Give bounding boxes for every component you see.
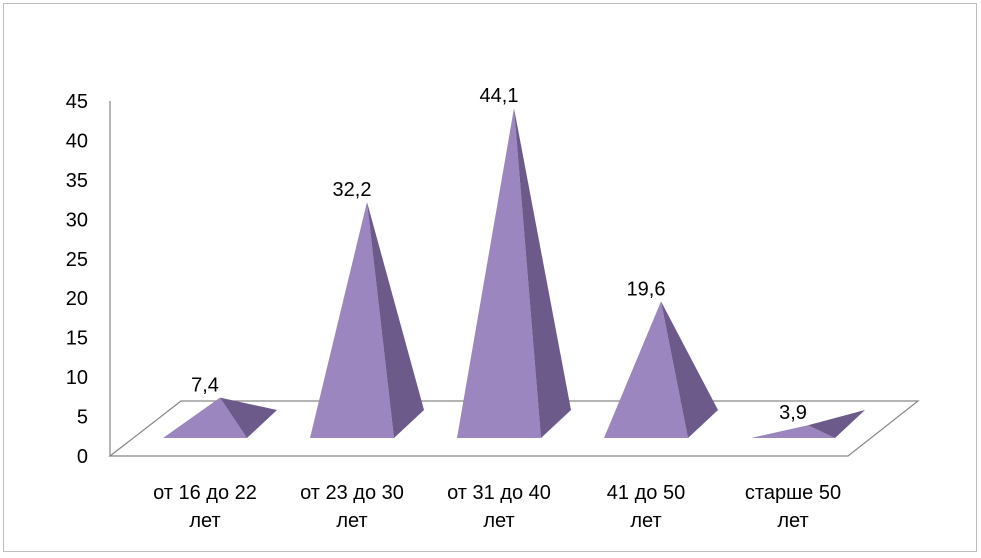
x-tick-label: лет bbox=[630, 510, 661, 532]
pyramid-front-face bbox=[604, 301, 688, 438]
x-tick-label: лет bbox=[777, 510, 808, 532]
x-tick-label: от 23 до 30 bbox=[300, 482, 404, 504]
data-label: 19,6 bbox=[627, 278, 666, 300]
x-tick-label: от 31 до 40 bbox=[447, 482, 551, 504]
pyramid-front-face bbox=[163, 397, 247, 438]
y-tick-label: 35 bbox=[66, 170, 88, 192]
y-tick-label: 40 bbox=[66, 130, 88, 152]
pyramid-mark bbox=[310, 201, 424, 438]
category-axis: от 16 до 22 лет от 23 до 30 лет от 31 до 40 л… bbox=[153, 482, 841, 532]
pyramid-chart: 0 5 10 15 20 25 30 35 40 45 7,4 32,2 44,1 19,6 3,9 от… bbox=[66, 85, 920, 532]
data-label: 44,1 bbox=[480, 85, 519, 107]
data-label: 3,9 bbox=[779, 402, 807, 424]
pyramid-side-face bbox=[514, 108, 571, 438]
pyramid-front-face bbox=[751, 425, 835, 438]
pyramid-mark bbox=[163, 397, 277, 438]
pyramid-side-face bbox=[367, 201, 424, 438]
pyramid-front-face bbox=[310, 201, 394, 438]
pyramid-front-face bbox=[457, 108, 541, 438]
y-tick-label: 30 bbox=[66, 209, 88, 231]
pyramid-mark bbox=[604, 301, 718, 438]
plot-series bbox=[163, 108, 865, 438]
pyramid-mark bbox=[751, 410, 865, 438]
y-tick-label: 5 bbox=[77, 407, 88, 429]
y-tick-label: 20 bbox=[66, 288, 88, 310]
pyramid-mark bbox=[457, 108, 571, 438]
y-tick-label: 10 bbox=[66, 367, 88, 389]
x-tick-label: лет bbox=[336, 510, 367, 532]
pyramid-side-face bbox=[661, 301, 718, 438]
pyramid-side-face bbox=[808, 410, 865, 438]
y-tick-label: 45 bbox=[66, 91, 88, 113]
x-tick-label: 41 до 50 bbox=[607, 482, 685, 504]
x-tick-label: лет bbox=[189, 510, 220, 532]
y-tick-label: 15 bbox=[66, 328, 88, 350]
x-tick-label: от 16 до 22 bbox=[153, 482, 257, 504]
data-label: 7,4 bbox=[191, 375, 219, 397]
chart-area: 0 5 10 15 20 25 30 35 40 45 7,4 32,2 44,1 19,6 3,9 от… bbox=[3, 3, 977, 552]
x-tick-label: лет bbox=[483, 510, 514, 532]
data-labels: 7,4 32,2 44,1 19,6 3,9 bbox=[191, 85, 807, 424]
pyramid-side-face bbox=[220, 397, 277, 438]
value-axis: 0 5 10 15 20 25 30 35 40 45 bbox=[66, 91, 111, 468]
x-tick-label: старше 50 bbox=[745, 482, 841, 504]
data-label: 32,2 bbox=[333, 179, 372, 201]
y-tick-label: 0 bbox=[77, 446, 88, 468]
y-tick-label: 25 bbox=[66, 249, 88, 271]
